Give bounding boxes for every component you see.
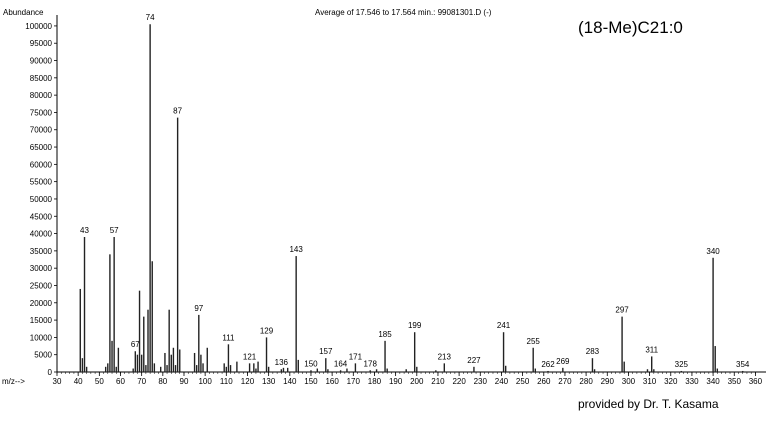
x-tick-label: 250 xyxy=(516,377,530,386)
peak-label-164: 164 xyxy=(334,359,348,368)
y-tick-label: 20000 xyxy=(30,299,53,308)
x-tick-label: 70 xyxy=(137,377,146,386)
x-tick-label: 150 xyxy=(304,377,318,386)
peak-label-74: 74 xyxy=(146,13,155,22)
peak-label-43: 43 xyxy=(80,226,89,235)
x-tick-label: 140 xyxy=(283,377,297,386)
y-tick-label: 95000 xyxy=(30,39,53,48)
y-axis-title: Abundance xyxy=(3,8,44,17)
peak-label-354: 354 xyxy=(736,360,750,369)
x-axis-title: m/z--> xyxy=(2,377,25,386)
y-tick-label: 65000 xyxy=(30,143,53,152)
peak-label-262: 262 xyxy=(541,360,555,369)
x-tick-label: 190 xyxy=(389,377,403,386)
x-tick-label: 340 xyxy=(706,377,720,386)
x-tick-label: 290 xyxy=(601,377,615,386)
y-tick-label: 5000 xyxy=(34,351,52,360)
x-tick-label: 90 xyxy=(180,377,189,386)
x-tick-label: 240 xyxy=(495,377,509,386)
peak-label-67: 67 xyxy=(131,340,140,349)
peak-label-171: 171 xyxy=(349,352,363,361)
y-tick-label: 15000 xyxy=(30,316,53,325)
x-tick-label: 360 xyxy=(749,377,763,386)
y-tick-label: 85000 xyxy=(30,74,53,83)
y-tick-label: 75000 xyxy=(30,108,53,117)
x-tick-label: 50 xyxy=(95,377,104,386)
x-tick-label: 100 xyxy=(198,377,212,386)
peak-label-150: 150 xyxy=(304,359,318,368)
peak-label-227: 227 xyxy=(467,356,481,365)
y-tick-label: 40000 xyxy=(30,230,53,239)
compound-name: (18-Me)C21:0 xyxy=(578,18,683,37)
peak-label-178: 178 xyxy=(364,359,378,368)
x-tick-label: 130 xyxy=(262,377,276,386)
peak-label-255: 255 xyxy=(527,337,541,346)
y-tick-label: 80000 xyxy=(30,91,53,100)
y-tick-label: 100000 xyxy=(25,22,52,31)
y-tick-label: 45000 xyxy=(30,212,53,221)
peak-label-199: 199 xyxy=(408,321,422,330)
x-tick-label: 30 xyxy=(53,377,62,386)
peak-label-297: 297 xyxy=(615,306,629,315)
peak-label-143: 143 xyxy=(289,245,303,254)
peak-label-311: 311 xyxy=(645,345,658,354)
x-tick-label: 110 xyxy=(220,377,233,386)
y-tick-label: 35000 xyxy=(30,247,53,256)
x-tick-label: 330 xyxy=(685,377,699,386)
y-tick-label: 70000 xyxy=(30,126,53,135)
x-tick-label: 220 xyxy=(452,377,466,386)
x-tick-label: 200 xyxy=(410,377,424,386)
x-tick-label: 40 xyxy=(74,377,83,386)
x-tick-label: 80 xyxy=(158,377,167,386)
x-tick-label: 350 xyxy=(728,377,742,386)
x-tick-label: 180 xyxy=(368,377,382,386)
y-tick-label: 25000 xyxy=(30,281,53,290)
x-tick-label: 280 xyxy=(579,377,593,386)
peak-label-87: 87 xyxy=(173,107,182,116)
peak-label-213: 213 xyxy=(438,352,452,361)
peak-label-283: 283 xyxy=(586,347,600,356)
peak-label-111: 111 xyxy=(222,333,235,342)
y-tick-label: 55000 xyxy=(30,178,53,187)
peak-label-269: 269 xyxy=(556,357,570,366)
y-tick-label: 90000 xyxy=(30,57,53,66)
x-tick-label: 170 xyxy=(347,377,361,386)
y-tick-label: 60000 xyxy=(30,160,53,169)
chart-title: Average of 17.546 to 17.564 min.: 990813… xyxy=(315,8,492,17)
y-tick-label: 30000 xyxy=(30,264,53,273)
x-tick-label: 270 xyxy=(558,377,572,386)
credit-text: provided by Dr. T. Kasama xyxy=(578,397,719,411)
peak-label-185: 185 xyxy=(378,330,392,339)
x-tick-label: 160 xyxy=(325,377,339,386)
peak-label-136: 136 xyxy=(275,358,289,367)
x-tick-label: 320 xyxy=(664,377,678,386)
x-tick-label: 300 xyxy=(622,377,636,386)
x-tick-label: 120 xyxy=(241,377,255,386)
x-tick-label: 260 xyxy=(537,377,551,386)
peak-label-129: 129 xyxy=(260,326,274,335)
x-tick-label: 230 xyxy=(474,377,488,386)
y-tick-label: 0 xyxy=(48,368,53,377)
x-tick-label: 310 xyxy=(643,377,657,386)
x-tick-label: 210 xyxy=(431,377,445,386)
peak-label-121: 121 xyxy=(243,352,257,361)
peak-label-57: 57 xyxy=(110,226,119,235)
peak-label-241: 241 xyxy=(497,321,511,330)
peak-label-340: 340 xyxy=(706,247,720,256)
x-tick-label: 60 xyxy=(116,377,125,386)
peak-label-97: 97 xyxy=(194,304,203,313)
peak-label-157: 157 xyxy=(319,347,333,356)
y-tick-label: 10000 xyxy=(30,333,53,342)
peak-label-325: 325 xyxy=(675,360,689,369)
y-tick-label: 50000 xyxy=(30,195,53,204)
